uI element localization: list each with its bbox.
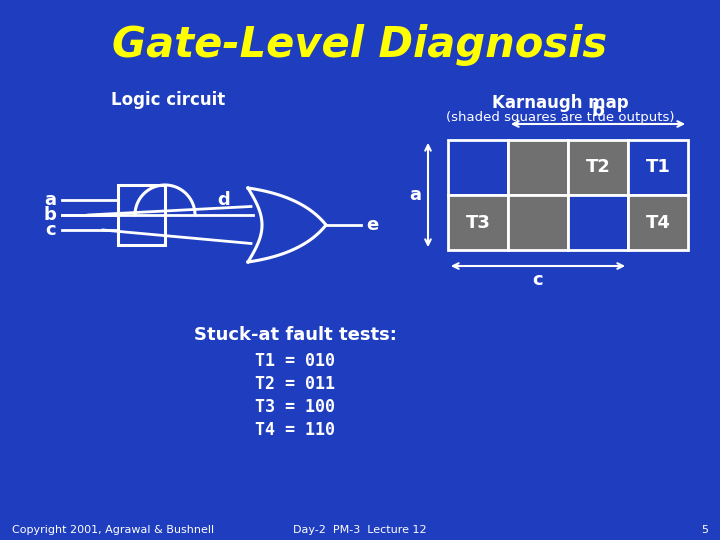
Text: T2: T2 <box>585 159 611 177</box>
Bar <box>568 140 628 195</box>
Bar <box>448 195 508 250</box>
Text: c: c <box>45 221 56 239</box>
Text: 5: 5 <box>701 525 708 535</box>
Text: Karnaugh map: Karnaugh map <box>492 94 629 112</box>
Text: Copyright 2001, Agrawal & Bushnell: Copyright 2001, Agrawal & Bushnell <box>12 525 214 535</box>
Text: a: a <box>44 191 56 209</box>
Text: c: c <box>533 271 544 289</box>
Text: Day-2  PM-3  Lecture 12: Day-2 PM-3 Lecture 12 <box>293 525 427 535</box>
Text: T1: T1 <box>646 159 670 177</box>
Bar <box>508 140 568 195</box>
Bar <box>508 195 568 250</box>
Text: Gate-Level Diagnosis: Gate-Level Diagnosis <box>112 24 608 66</box>
Text: T2 = 011: T2 = 011 <box>255 375 335 393</box>
Text: b: b <box>592 102 604 120</box>
Text: e: e <box>366 216 378 234</box>
Text: (shaded squares are true outputs): (shaded squares are true outputs) <box>446 111 674 125</box>
Text: b: b <box>43 206 56 224</box>
Text: d: d <box>217 191 230 209</box>
Bar <box>568 195 628 250</box>
Text: a: a <box>409 186 421 204</box>
Text: T4 = 110: T4 = 110 <box>255 421 335 439</box>
Text: T4: T4 <box>646 213 670 232</box>
Text: T3 = 100: T3 = 100 <box>255 398 335 416</box>
Bar <box>448 140 508 195</box>
Text: Stuck-at fault tests:: Stuck-at fault tests: <box>194 326 397 344</box>
Text: T1 = 010: T1 = 010 <box>255 352 335 370</box>
Text: T3: T3 <box>466 213 490 232</box>
Text: Logic circuit: Logic circuit <box>111 91 225 109</box>
Bar <box>628 195 688 250</box>
Bar <box>628 140 688 195</box>
